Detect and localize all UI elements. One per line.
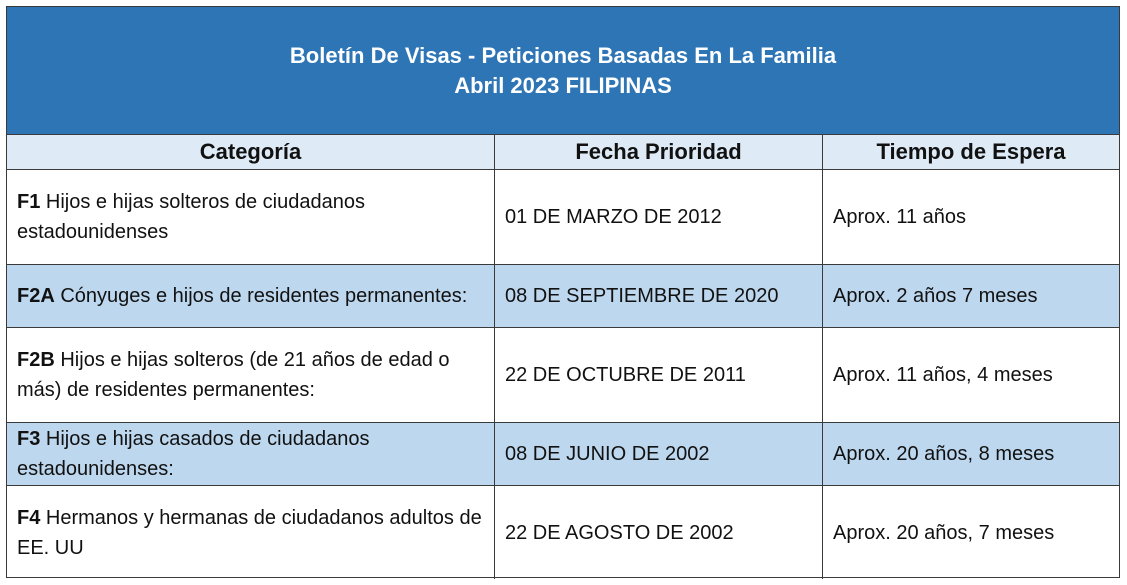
table-title: Boletín De Visas - Peticiones Basadas En… — [7, 7, 1119, 135]
category-cell: F2B Hijos e hijas solteros (de 21 años d… — [7, 328, 495, 422]
priority-date-cell: 08 DE JUNIO DE 2002 — [495, 423, 823, 485]
category-desc: Hijos e hijas solteros (de 21 años de ed… — [17, 349, 450, 401]
category-cell: F1 Hijos e hijas solteros de ciudadanos … — [7, 170, 495, 264]
visa-bulletin-table: Boletín De Visas - Peticiones Basadas En… — [6, 6, 1120, 579]
table-row: F2B Hijos e hijas solteros (de 21 años d… — [7, 328, 1119, 423]
wait-time-cell: Aprox. 20 años, 7 meses — [833, 521, 1055, 544]
category-desc: Hijos e hijas casados de ciudadanos esta… — [17, 428, 370, 480]
category-cell: F3 Hijos e hijas casados de ciudadanos e… — [7, 423, 495, 485]
wait-time-cell: Aprox. 20 años, 8 meses — [833, 443, 1055, 465]
wait-time-cell: Aprox. 11 años, 4 meses — [833, 364, 1053, 386]
priority-date-cell: 01 DE MARZO DE 2012 — [495, 170, 823, 264]
table-row: F2A Cónyuges e hijos de residentes perma… — [7, 265, 1119, 328]
priority-date-cell: 08 DE SEPTIEMBRE DE 2020 — [495, 265, 823, 327]
category-cell: F4 Hermanos y hermanas de ciudadanos adu… — [7, 486, 495, 579]
header-wait-time: Tiempo de Espera — [876, 139, 1066, 164]
table-row: F3 Hijos e hijas casados de ciudadanos e… — [7, 423, 1119, 486]
category-desc: Cónyuges e hijos de residentes permanent… — [60, 285, 468, 307]
wait-time-cell: Aprox. 11 años — [833, 206, 967, 228]
priority-date-cell: 22 DE AGOSTO DE 2002 — [495, 486, 823, 579]
header-row: Categoría Fecha Prioridad Tiempo de Espe… — [7, 135, 1119, 170]
header-category: Categoría — [7, 135, 495, 169]
category-code: F2A — [17, 285, 55, 307]
category-desc: Hijos e hijas solteros de ciudadanos est… — [17, 191, 365, 243]
category-cell: F2A Cónyuges e hijos de residentes perma… — [7, 265, 495, 327]
wait-time-cell: Aprox. 2 años 7 meses — [833, 285, 1038, 307]
category-code: F3 — [17, 428, 41, 450]
category-code: F1 — [17, 191, 41, 213]
category-code: F4 — [17, 506, 41, 529]
table-row: F4 Hermanos y hermanas de ciudadanos adu… — [7, 486, 1119, 579]
priority-date-cell: 22 DE OCTUBRE DE 2011 — [495, 328, 823, 422]
header-priority-date: Fecha Prioridad — [495, 135, 823, 169]
category-desc: Hermanos y hermanas de ciudadanos adulto… — [17, 506, 482, 559]
title-line-2: Abril 2023 FILIPINAS — [454, 72, 672, 98]
title-line-1: Boletín De Visas - Peticiones Basadas En… — [289, 42, 837, 68]
table-row: F1 Hijos e hijas solteros de ciudadanos … — [7, 170, 1119, 265]
category-code: F2B — [17, 349, 55, 371]
